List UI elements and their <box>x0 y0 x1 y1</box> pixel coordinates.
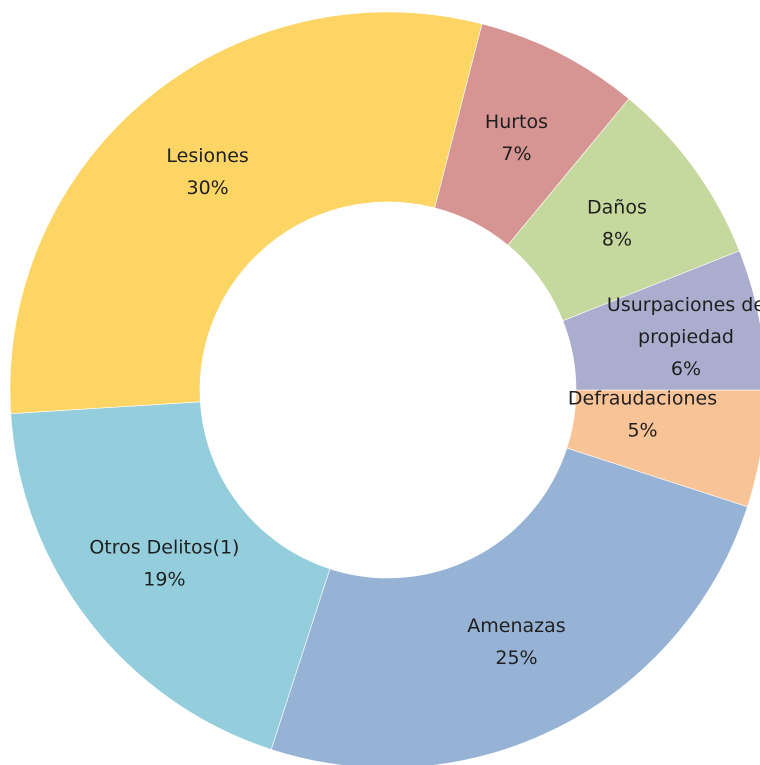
slice-name-1-0: Amenazas <box>467 615 565 637</box>
slice-label-3: Lesiones 30% <box>166 144 248 198</box>
pie-slice-6 <box>562 250 760 391</box>
slice-percent-4: 7% <box>501 142 531 164</box>
slice-percent-3: 30% <box>186 176 228 198</box>
slice-name-2-0: Otros Delitos(1) <box>89 536 239 558</box>
pie-slice-2 <box>10 401 331 750</box>
slice-name-6-1: propiedad <box>638 325 734 347</box>
slice-name-0-0: Defraudaciones <box>568 387 717 409</box>
slice-label-5: Daños 8% <box>587 196 647 250</box>
slice-name-6-0: Usurpaciones de <box>607 293 760 315</box>
slice-label-6: Usurpaciones de propiedad 6% <box>607 293 760 379</box>
slice-percent-5: 8% <box>602 228 632 250</box>
slice-percent-1: 25% <box>495 647 537 669</box>
slice-label-2: Otros Delitos(1) 19% <box>89 536 239 590</box>
slice-percent-6: 6% <box>671 357 701 379</box>
slice-name-4-0: Hurtos <box>485 110 548 132</box>
slice-name-5-0: Daños <box>587 196 647 218</box>
slice-percent-2: 19% <box>143 568 185 590</box>
slice-label-1: Amenazas 25% <box>467 615 565 669</box>
slice-percent-0: 5% <box>627 419 657 441</box>
slice-label-0: Defraudaciones 5% <box>568 387 717 441</box>
pie-slice-3 <box>9 11 483 415</box>
slice-name-3-0: Lesiones <box>166 144 248 166</box>
slice-label-4: Hurtos 7% <box>485 110 548 164</box>
pie-slice-1 <box>270 447 748 765</box>
